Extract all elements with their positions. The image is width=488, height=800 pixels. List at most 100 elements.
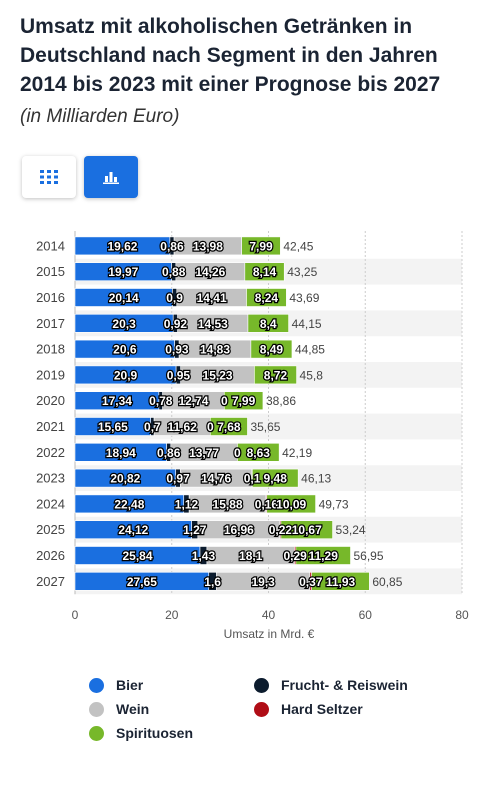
- data-label: 0: [234, 446, 241, 460]
- bar-segment[interactable]: [280, 520, 333, 540]
- data-label: 1,12: [175, 497, 199, 511]
- total-label: 46,13: [301, 472, 331, 486]
- bar-segment[interactable]: [250, 339, 293, 359]
- data-label: 0,9: [166, 291, 183, 305]
- legend-label: Bier: [116, 677, 144, 693]
- total-label: 43,25: [287, 265, 317, 279]
- data-label: 0,16: [255, 497, 279, 511]
- y-tick-label: 2026: [36, 548, 65, 563]
- data-label: 0,1: [244, 472, 261, 486]
- data-label: 0,86: [157, 446, 181, 460]
- data-label: 15,88: [213, 497, 243, 511]
- y-tick-label: 2023: [36, 471, 65, 486]
- data-label: 13,98: [193, 239, 223, 253]
- legend-item[interactable]: Frucht- & Reiswein: [254, 677, 408, 693]
- data-label: 20,9: [114, 368, 138, 382]
- legend-label: Wein: [116, 701, 150, 717]
- x-tick-label: 80: [455, 608, 469, 622]
- legend-label: Spirituosen: [116, 725, 194, 741]
- data-label: 0,22: [269, 523, 293, 537]
- data-label: 0,7: [144, 420, 161, 434]
- data-label: 17,34: [102, 394, 132, 408]
- y-tick-label: 2024: [36, 496, 65, 511]
- legend-marker: [254, 677, 269, 693]
- data-label: 27,65: [127, 575, 157, 589]
- bar-segment[interactable]: [295, 546, 351, 565]
- legend-label: Frucht- & Reiswein: [281, 677, 408, 693]
- data-label: 14,26: [195, 265, 225, 279]
- total-label: 42,19: [282, 446, 312, 460]
- legend-marker: [254, 701, 269, 717]
- data-label: 22,48: [114, 497, 144, 511]
- bar-segment[interactable]: [237, 443, 280, 462]
- total-label: 60,85: [372, 575, 402, 589]
- bar-segment[interactable]: [247, 314, 289, 333]
- legend-marker: [89, 725, 104, 741]
- total-label: 42,45: [283, 239, 313, 253]
- bar-segment[interactable]: [223, 391, 264, 410]
- y-tick-label: 2027: [36, 574, 65, 589]
- data-label: 25,84: [122, 549, 152, 563]
- bar-segment[interactable]: [266, 494, 316, 514]
- total-label: 56,95: [353, 549, 383, 563]
- y-tick-label: 2016: [36, 290, 65, 305]
- data-label: 0,37: [299, 575, 323, 589]
- y-tick-label: 2021: [36, 419, 65, 434]
- data-label: 0,93: [165, 343, 189, 357]
- bar-segment[interactable]: [210, 417, 248, 436]
- y-tick-label: 2019: [36, 367, 65, 382]
- y-tick-label: 2017: [36, 316, 65, 331]
- data-label: 14,76: [201, 472, 231, 486]
- bar-chart: 19,62 0,86 13,98 7,99 19,97 0,88 14,26 8,14 20,1…: [36, 231, 469, 641]
- legend-item[interactable]: Bier: [89, 677, 143, 693]
- y-tick-label: 2014: [36, 238, 65, 253]
- data-label: 19,3: [251, 575, 275, 589]
- data-label: 0: [207, 420, 214, 434]
- table-view-button[interactable]: [22, 156, 76, 198]
- data-label: 0,92: [164, 317, 188, 331]
- total-label: 35,65: [250, 420, 280, 434]
- data-label: 15,65: [98, 420, 128, 434]
- data-label: 19,97: [108, 265, 138, 279]
- y-tick-label: 2015: [36, 264, 65, 279]
- x-tick-label: 40: [262, 608, 276, 622]
- data-label: 15,23: [203, 368, 233, 382]
- x-tick-label: 60: [359, 608, 373, 622]
- total-label: 43,69: [289, 291, 319, 305]
- y-tick-label: 2025: [36, 522, 65, 537]
- bar-segment[interactable]: [311, 571, 370, 591]
- bar-segment[interactable]: [241, 236, 281, 256]
- data-label: 7,99: [249, 239, 273, 253]
- data-label: 18,1: [239, 549, 263, 563]
- chart-title: Umsatz mit alkoholischen Getränken in De…: [20, 15, 441, 96]
- total-label: 38,86: [266, 394, 296, 408]
- data-label: 18,94: [106, 446, 136, 460]
- legend-item[interactable]: Wein: [89, 701, 149, 717]
- data-label: 8,63: [247, 446, 271, 460]
- y-tick-label: 2022: [36, 445, 65, 460]
- total-label: 44,85: [295, 343, 325, 357]
- data-label: 11,62: [168, 420, 198, 434]
- legend-item[interactable]: Spirituosen: [89, 725, 193, 741]
- data-label: 7,99: [232, 394, 256, 408]
- bar-segment[interactable]: [251, 468, 299, 488]
- bar-segment[interactable]: [246, 288, 287, 307]
- chart-view-button[interactable]: [84, 156, 138, 198]
- data-label: 14,41: [197, 291, 227, 305]
- legend-item[interactable]: Hard Seltzer: [254, 701, 363, 717]
- total-label: 49,73: [319, 497, 349, 511]
- bar-segment[interactable]: [254, 365, 297, 385]
- data-label: 19,62: [107, 239, 137, 253]
- data-label: 20,6: [113, 343, 137, 357]
- bar-chart-icon: [103, 172, 119, 184]
- bar-segment[interactable]: [244, 262, 285, 282]
- data-label: 24,12: [118, 523, 148, 537]
- data-label: 9,48: [264, 472, 288, 486]
- data-label: 10,09: [276, 497, 306, 511]
- data-label: 8,14: [253, 265, 277, 279]
- legend: Bier Wein Spirituosen Frucht- & Reiswein Har…: [0, 672, 488, 762]
- data-label: 20,14: [109, 291, 139, 305]
- data-label: 7,68: [217, 420, 241, 434]
- y-tick-label: 2020: [36, 393, 65, 408]
- legend-label: Hard Seltzer: [281, 701, 363, 717]
